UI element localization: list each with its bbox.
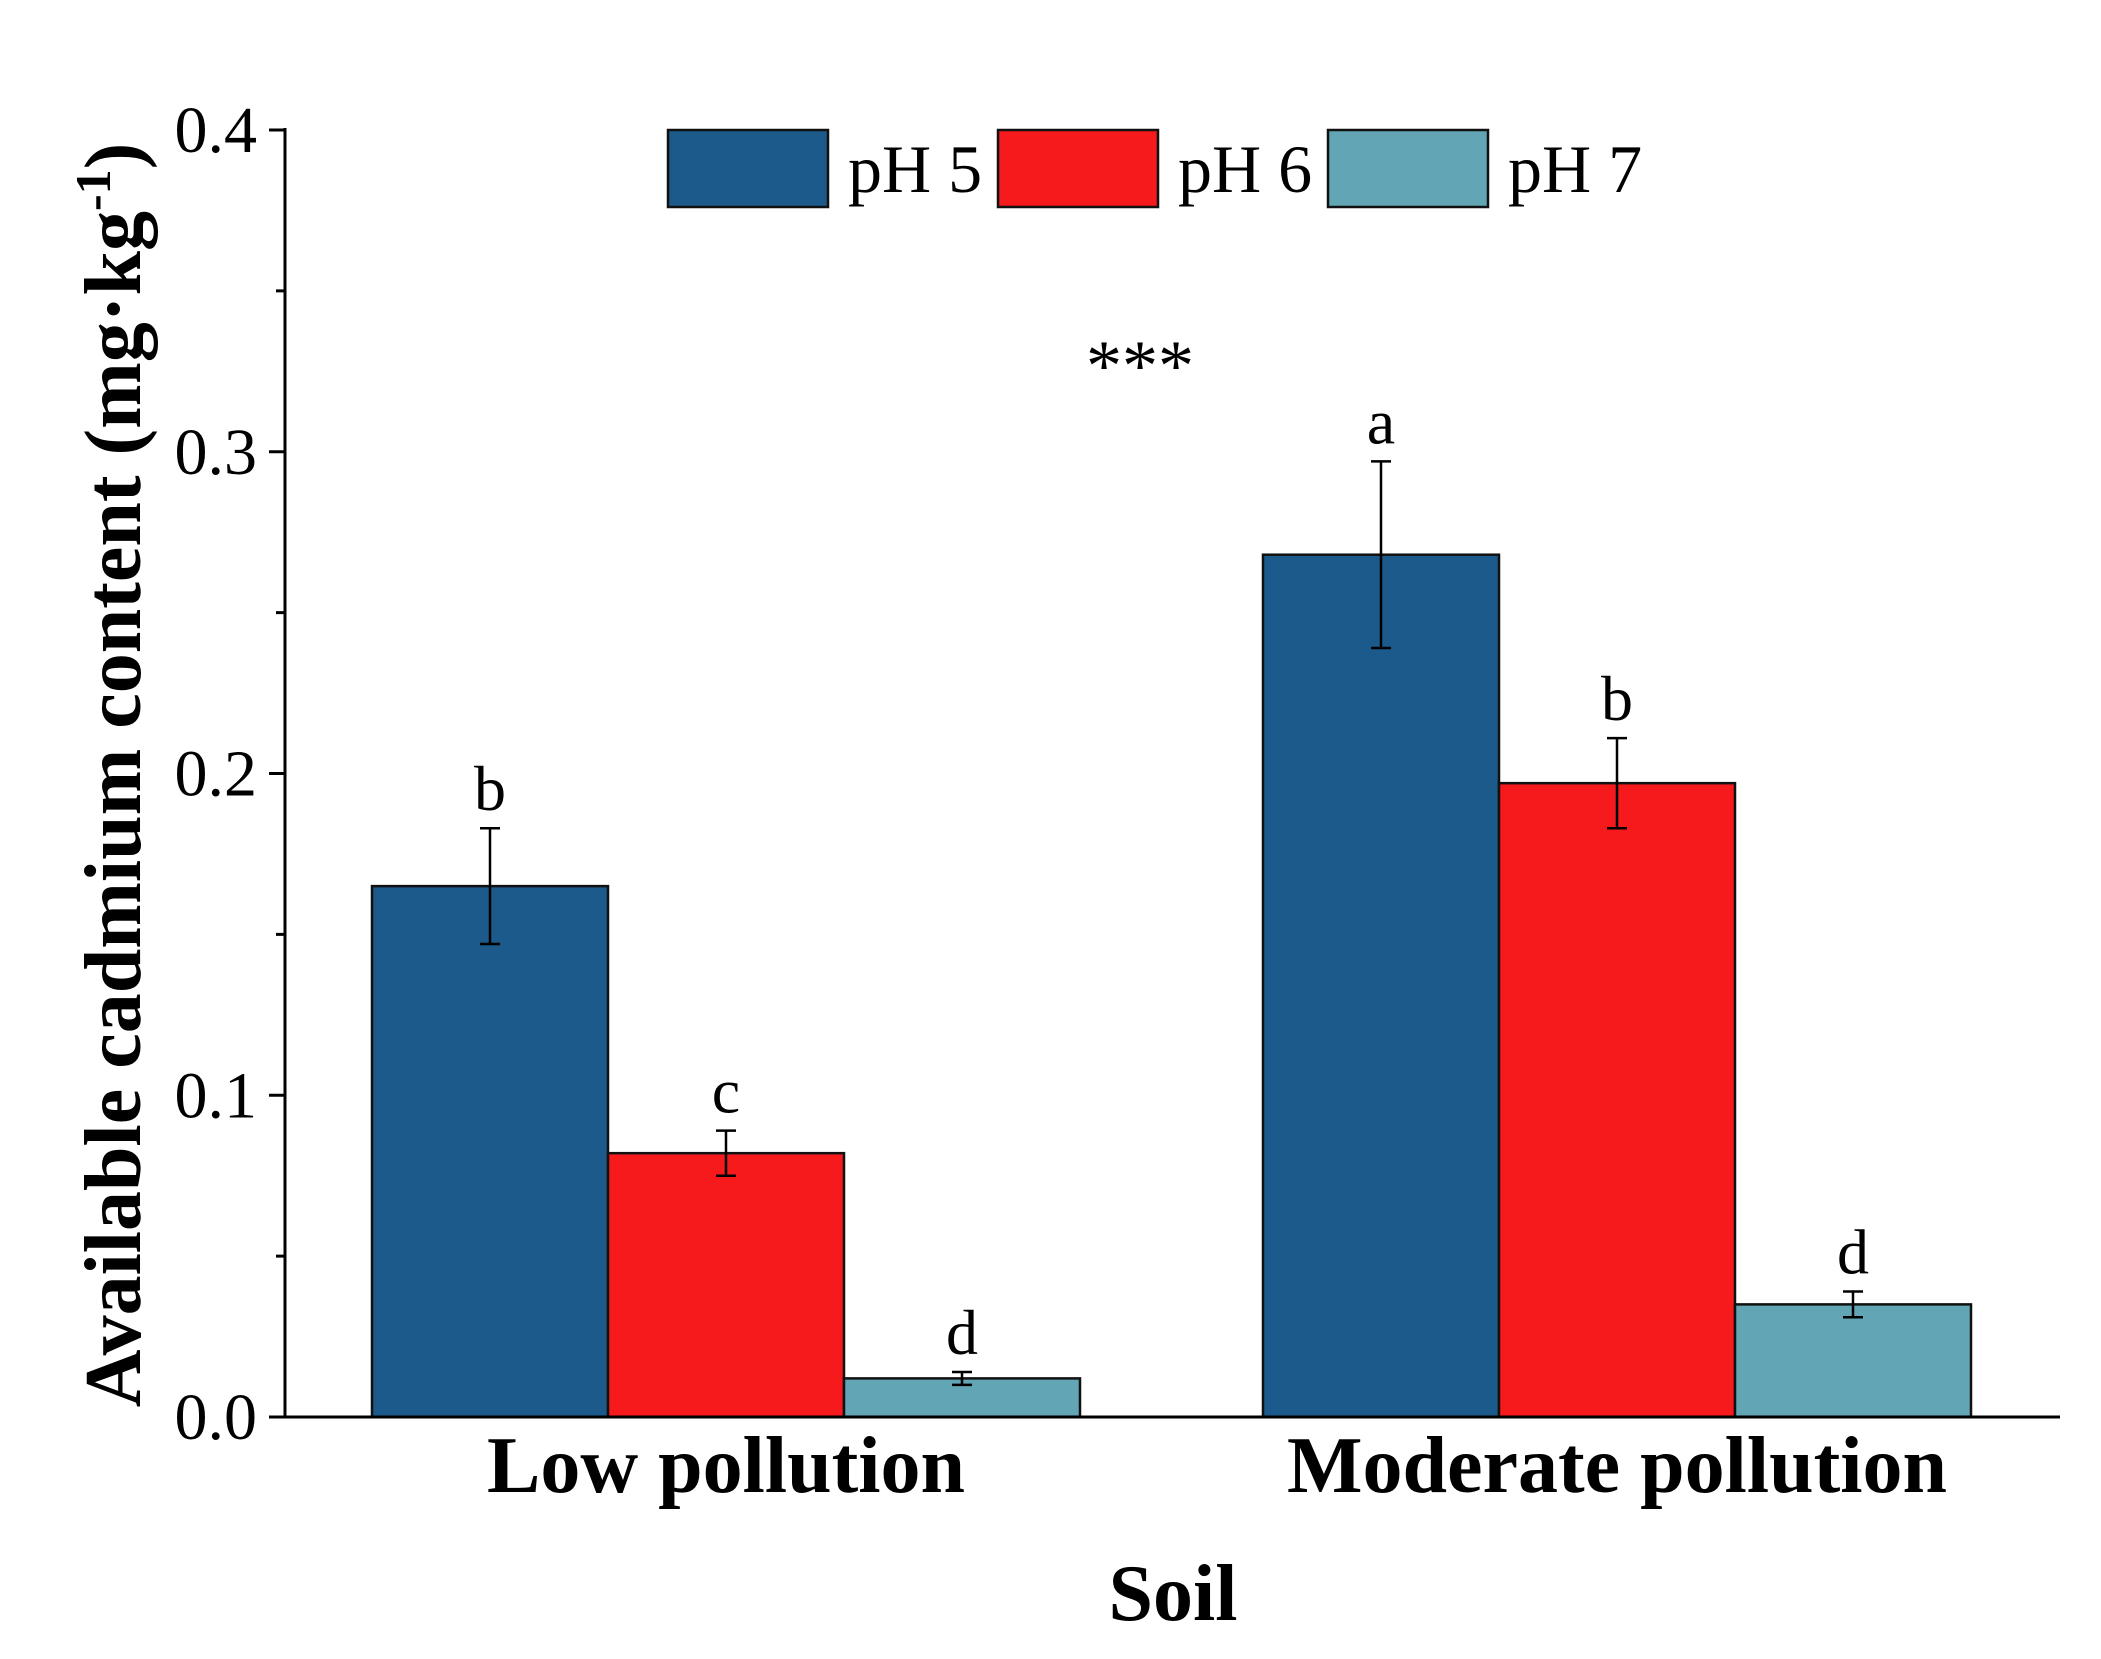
bar-low-ph6 [606, 1151, 846, 1419]
legend-swatch-ph7 [1326, 128, 1490, 209]
legend-swatch-ph6 [996, 128, 1160, 209]
significance-letter: b [1601, 663, 1633, 734]
y-tick-label: 0.2 [175, 738, 258, 811]
y-axis-title-superscript: -1 [65, 169, 121, 211]
bar-moderate-ph6 [1497, 781, 1737, 1419]
legend-label-ph5: pH 5 [848, 131, 982, 207]
bar-moderate-ph7 [1733, 1303, 1973, 1419]
significance-annotation: *** [1086, 326, 1194, 406]
error-bars-layer [480, 460, 1863, 1387]
x-category-label-low-pollution: Low pollution [487, 1422, 965, 1510]
legend-label-ph7: pH 7 [1508, 131, 1642, 207]
x-category-label-moderate-pollution: Moderate pollution [1287, 1422, 1947, 1510]
x-axis-title: Soil [1109, 1550, 1238, 1638]
y-axis-title-close: ) [70, 143, 158, 170]
y-tick-label: 0.4 [175, 94, 258, 167]
y-tick-label: 0.0 [175, 1381, 258, 1454]
bar-low-ph5 [370, 884, 610, 1419]
bars-layer [370, 553, 1973, 1419]
significance-letter: b [474, 753, 506, 824]
significance-letters-layer: b c d a b d [474, 386, 1869, 1368]
axes: 0.0 0.1 0.2 0.3 0.4 [175, 94, 2060, 1454]
significance-letter: d [946, 1297, 978, 1368]
y-tick-label: 0.1 [175, 1059, 258, 1132]
significance-letter: c [712, 1056, 740, 1127]
significance-letter: d [1837, 1217, 1869, 1288]
y-axis-title-main: Available cadmium content (mg·kg [70, 211, 158, 1407]
legend: pH 5 pH 6 pH 7 [666, 128, 1642, 209]
legend-swatch-ph5 [666, 128, 830, 209]
y-tick-label: 0.3 [175, 416, 258, 489]
bar-moderate-ph5 [1261, 553, 1501, 1419]
y-axis-title: Available cadmium content (mg·kg-1) [65, 143, 158, 1408]
significance-letter: a [1367, 386, 1395, 457]
legend-label-ph6: pH 6 [1178, 131, 1312, 207]
